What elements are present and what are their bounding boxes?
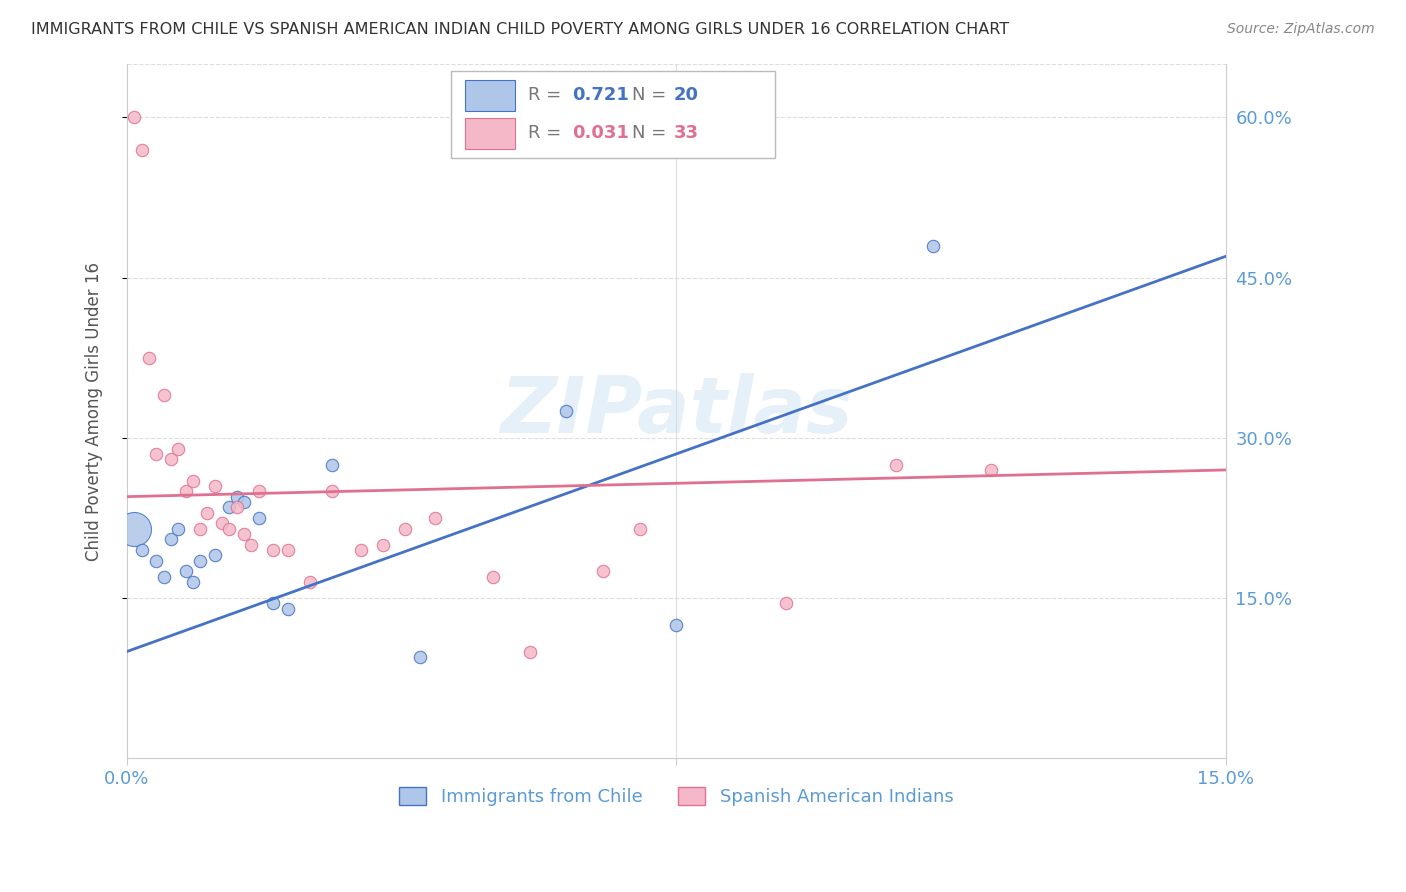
Text: N =: N = <box>633 125 666 143</box>
Text: ZIPatlas: ZIPatlas <box>501 373 852 450</box>
Point <box>233 527 256 541</box>
Point <box>247 484 270 499</box>
Point <box>277 602 299 616</box>
Point <box>122 111 145 125</box>
Point <box>423 511 446 525</box>
Point <box>122 522 145 536</box>
Point <box>519 644 541 658</box>
Point <box>188 554 211 568</box>
Point <box>145 447 167 461</box>
Point <box>174 484 197 499</box>
Point <box>211 516 233 531</box>
Point <box>884 458 907 472</box>
Text: 20: 20 <box>673 87 699 104</box>
Point <box>152 388 174 402</box>
Text: 0.721: 0.721 <box>572 87 628 104</box>
Point <box>555 404 578 418</box>
Point <box>204 549 226 563</box>
Point <box>225 490 247 504</box>
Point <box>188 522 211 536</box>
Point <box>321 484 343 499</box>
Text: N =: N = <box>633 87 666 104</box>
Point <box>350 543 373 558</box>
Y-axis label: Child Poverty Among Girls Under 16: Child Poverty Among Girls Under 16 <box>86 261 103 561</box>
Point <box>247 511 270 525</box>
Point <box>160 452 183 467</box>
Point <box>197 506 219 520</box>
Point <box>131 143 153 157</box>
Point <box>277 543 299 558</box>
Point <box>262 597 284 611</box>
Text: 33: 33 <box>673 125 699 143</box>
Point <box>167 442 190 456</box>
Point <box>160 533 183 547</box>
Point <box>262 543 284 558</box>
Text: IMMIGRANTS FROM CHILE VS SPANISH AMERICAN INDIAN CHILD POVERTY AMONG GIRLS UNDER: IMMIGRANTS FROM CHILE VS SPANISH AMERICA… <box>31 22 1010 37</box>
Point <box>204 479 226 493</box>
Text: R =: R = <box>529 87 561 104</box>
FancyBboxPatch shape <box>465 118 515 149</box>
Point <box>409 649 432 664</box>
Point <box>181 575 204 590</box>
Text: 0.031: 0.031 <box>572 125 628 143</box>
Point <box>138 351 160 365</box>
Point <box>482 570 505 584</box>
Point <box>218 522 240 536</box>
Point <box>321 458 343 472</box>
Text: R =: R = <box>529 125 561 143</box>
Point <box>218 500 240 515</box>
FancyBboxPatch shape <box>451 71 775 158</box>
Point <box>181 474 204 488</box>
Point <box>373 538 395 552</box>
Point <box>225 500 247 515</box>
Point <box>145 554 167 568</box>
Legend: Immigrants from Chile, Spanish American Indians: Immigrants from Chile, Spanish American … <box>389 778 963 815</box>
Point <box>665 617 688 632</box>
Point <box>152 570 174 584</box>
FancyBboxPatch shape <box>465 79 515 111</box>
Point <box>592 565 614 579</box>
Point <box>299 575 322 590</box>
Point <box>131 543 153 558</box>
Point <box>240 538 263 552</box>
Point <box>174 565 197 579</box>
Point <box>394 522 416 536</box>
Point <box>980 463 1002 477</box>
Point <box>167 522 190 536</box>
Point <box>921 238 943 252</box>
Point <box>233 495 256 509</box>
Point <box>628 522 651 536</box>
Point <box>775 597 797 611</box>
Text: Source: ZipAtlas.com: Source: ZipAtlas.com <box>1227 22 1375 37</box>
